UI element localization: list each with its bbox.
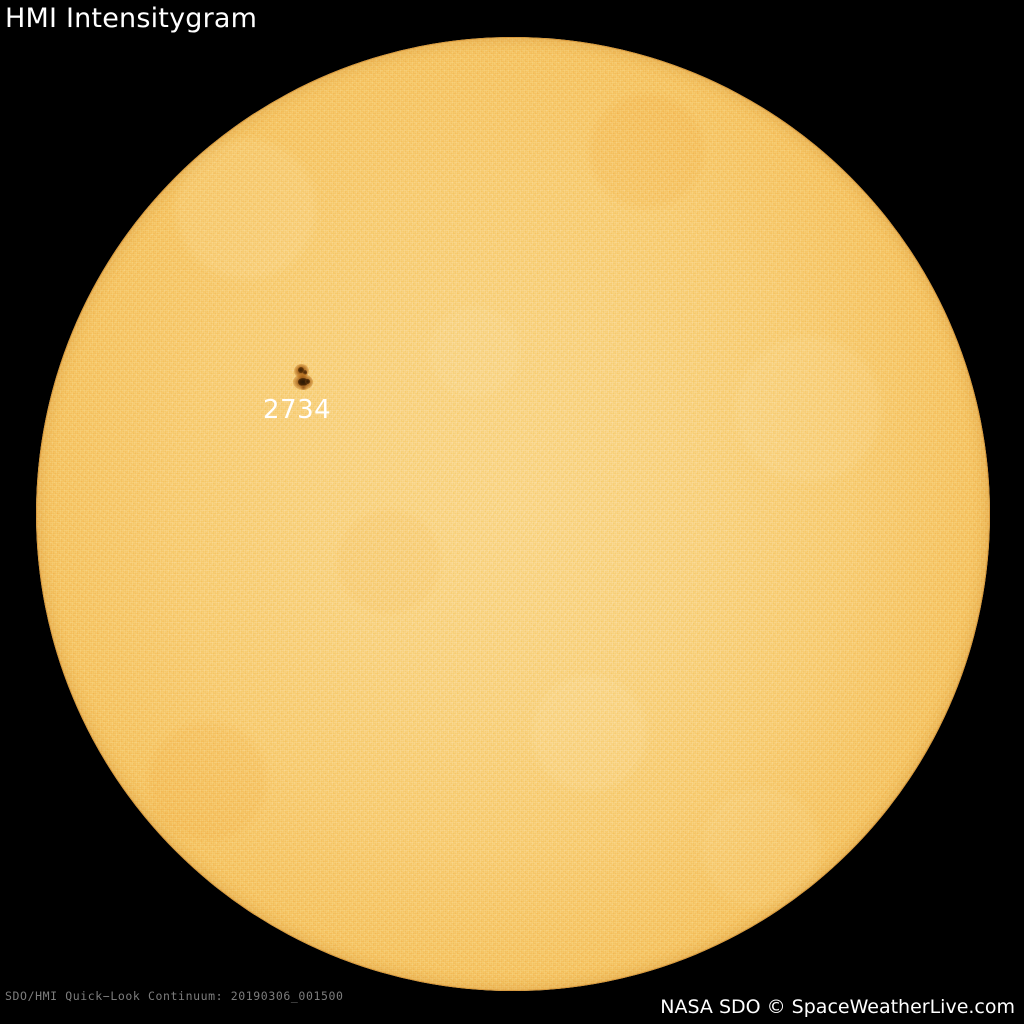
solar-disk-photosphere	[36, 37, 990, 991]
page-title: HMI Intensitygram	[5, 3, 258, 34]
source-credit: NASA SDO © SpaceWeatherLive.com	[660, 996, 1015, 1018]
active-region-label-2734: 2734	[263, 395, 332, 425]
instrument-metadata: SDO/HMI Quick−Look Continuum: 20190306_0…	[5, 989, 344, 1003]
solar-disk	[36, 37, 990, 991]
